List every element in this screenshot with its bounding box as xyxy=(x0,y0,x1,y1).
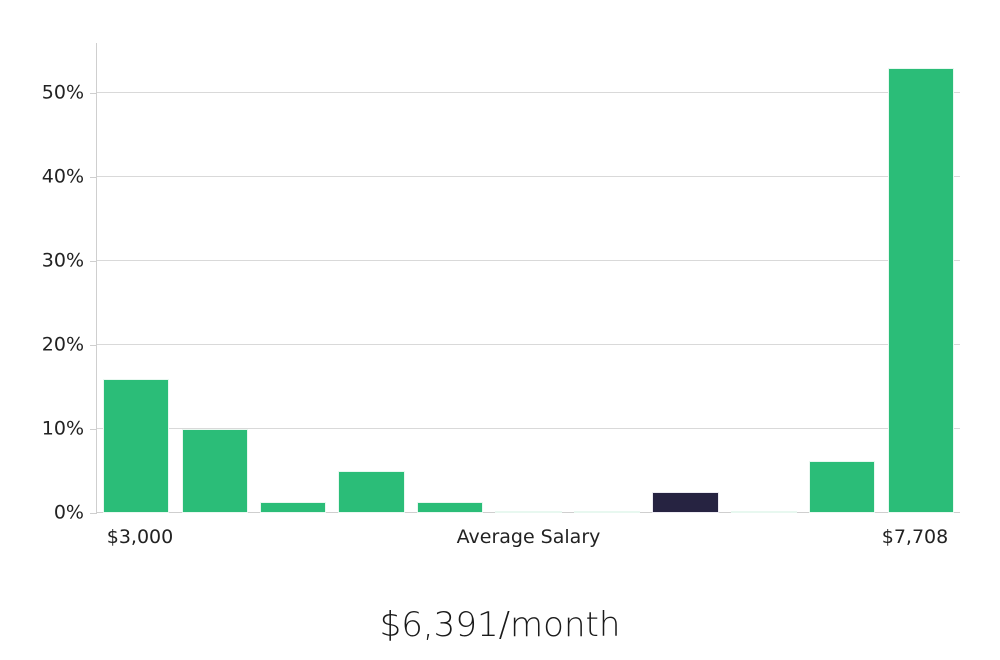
x-axis-min-tick-label: $3,000 xyxy=(106,526,174,548)
chart-caption: $6,391/month xyxy=(379,605,621,645)
y-axis-tick-label: 50% xyxy=(41,81,84,104)
bar[interactable] xyxy=(809,460,876,513)
gridline xyxy=(97,260,960,262)
bar[interactable] xyxy=(181,429,248,513)
bar[interactable] xyxy=(573,510,641,513)
y-axis-tick-labels: 0% 10% 20% 30% 40% 50% xyxy=(0,0,84,660)
y-axis-tick-mark xyxy=(90,177,96,179)
plot-area xyxy=(97,43,960,513)
y-axis-tick-mark xyxy=(90,345,96,347)
bar[interactable] xyxy=(887,68,954,513)
gridline xyxy=(97,344,960,346)
bar[interactable] xyxy=(495,510,562,513)
y-axis-tick-mark xyxy=(90,513,96,514)
gridline xyxy=(97,176,960,178)
bar[interactable] xyxy=(338,471,405,513)
y-axis-tick-label: 0% xyxy=(53,501,84,524)
y-axis-tick-mark xyxy=(90,261,96,263)
bar[interactable] xyxy=(730,510,797,513)
gridline xyxy=(97,92,960,94)
bar-highlighted[interactable] xyxy=(652,492,719,513)
y-axis-tick-mark xyxy=(90,429,96,431)
y-axis-tick-label: 30% xyxy=(41,249,84,272)
x-axis-label: Average Salary xyxy=(456,526,601,548)
bar[interactable] xyxy=(416,502,484,513)
y-axis-tick-label: 20% xyxy=(41,333,84,356)
y-axis-tick-label: 40% xyxy=(41,165,84,188)
x-axis-max-tick-label: $7,708 xyxy=(881,526,949,548)
y-axis-spine xyxy=(96,43,97,514)
gridline xyxy=(97,428,960,430)
bar[interactable] xyxy=(103,378,170,513)
y-axis-tick-mark xyxy=(90,93,96,95)
y-axis-tick-label: 10% xyxy=(41,417,84,440)
bar[interactable] xyxy=(259,502,327,513)
